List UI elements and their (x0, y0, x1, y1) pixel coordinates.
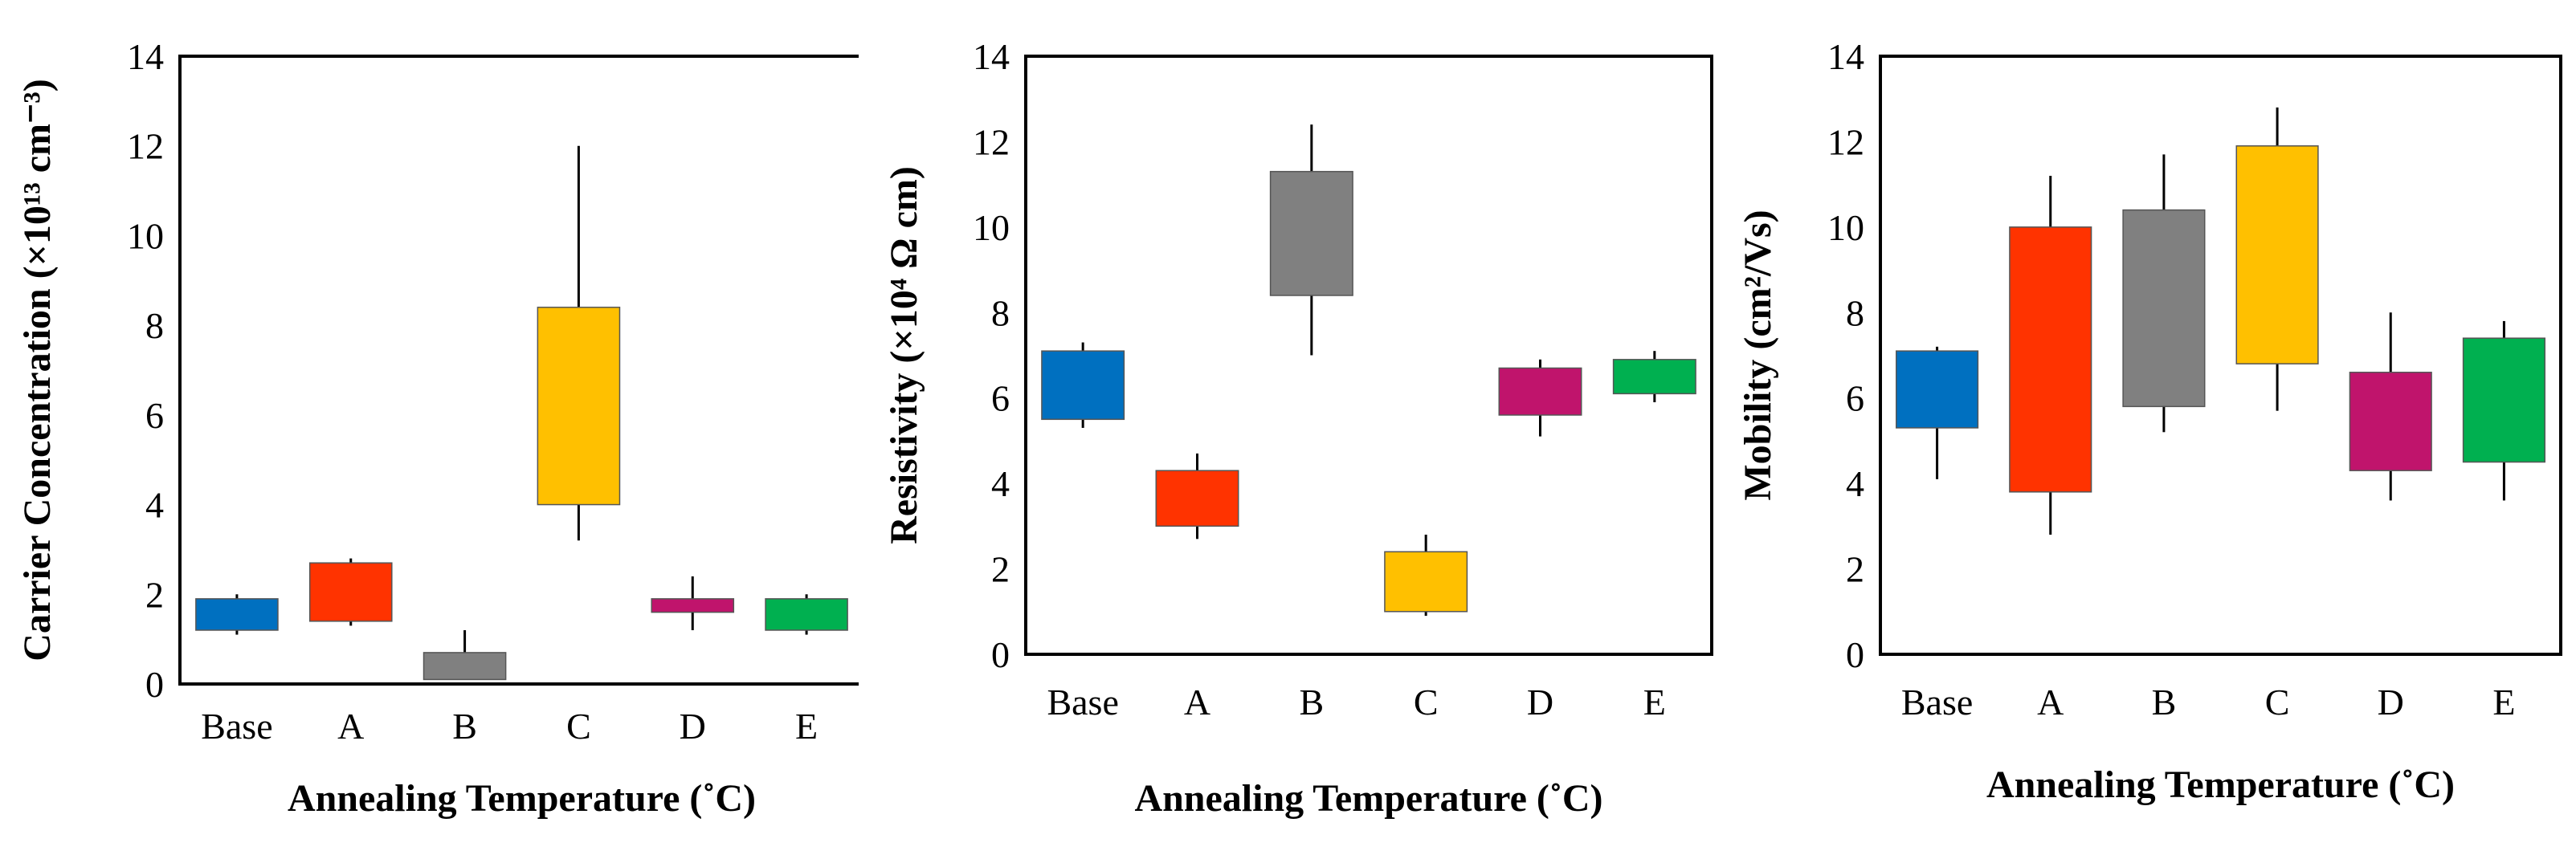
chart-2-x-tick-label: D (1527, 682, 1553, 723)
chart-3-box-rect (2009, 226, 2092, 493)
chart-1-y-tick-label: 2 (145, 574, 164, 615)
chart-1-y-tick-label: 14 (127, 36, 164, 77)
chart-1-box-b (423, 629, 507, 681)
chart-3-x-tick-label: D (2378, 682, 2404, 723)
chart-1-x-tick-label: E (795, 706, 818, 747)
chart-3-box-c (2235, 107, 2319, 411)
chart-1-box-rect (423, 652, 507, 681)
chart-3-box-rect (1896, 350, 1979, 429)
chart-2-x-tick-label: Base (1047, 682, 1118, 723)
chart-1-x-tick-label: Base (201, 706, 272, 747)
chart-3-box-rect (2235, 145, 2319, 364)
chart-1-x-tick-label: B (452, 706, 477, 747)
chart-3-x-tick-label: Base (1901, 682, 1973, 723)
chart-2-box-b (1269, 124, 1353, 356)
chart-1-box-c (537, 145, 621, 541)
chart-3-y-tick-label: 6 (1846, 378, 1864, 419)
chart-2-y-tick-label: 8 (991, 292, 1010, 333)
chart-3-box-rect (2122, 209, 2206, 408)
chart-1-y-tick-label: 10 (127, 215, 164, 256)
chart-2-x-tick-label: C (1414, 682, 1439, 723)
chart-2-y-tick-label: 4 (991, 463, 1010, 504)
chart-1-x-axis-title: Annealing Temperature (˚C) (288, 777, 756, 820)
chart-2-box-a (1155, 453, 1239, 539)
chart-3-box-b (2122, 154, 2206, 433)
chart-2-y-tick-label: 2 (991, 549, 1010, 590)
chart-2-y-tick-label: 0 (991, 634, 1010, 675)
chart-2-box-c (1384, 535, 1468, 617)
resistivity-chart: 0 2 4 6 8 10 12 14 Base A B C D E Annealing Temperatur… (883, 36, 1713, 820)
chart-3-x-tick-label: E (2492, 682, 2515, 723)
chart-3-box-a (2009, 176, 2092, 535)
carrier-concentration-chart: 0 2 4 6 8 10 12 14 Base A B C D E Annealing Temperatur… (16, 36, 859, 820)
chart-3-x-tick-label: B (2152, 682, 2177, 723)
chart-1-x-tick-label: D (680, 706, 706, 747)
chart-2-plot-frame (1024, 55, 1713, 656)
chart-2-y-tick-label: 10 (973, 207, 1010, 248)
chart-2-box-rect (1269, 170, 1353, 296)
chart-3-box-base (1896, 346, 1979, 479)
chart-3-x-tick-label: A (2037, 682, 2064, 723)
chart-1-plot-frame (178, 55, 859, 686)
chart-2-box-rect (1498, 367, 1582, 416)
chart-2-y-tick-label: 14 (973, 36, 1010, 77)
chart-2-box-rect (1384, 551, 1468, 613)
chart-1-y-axis-title: Carrier Concentration (×10¹³ cm⁻³) (16, 79, 59, 661)
chart-1-box-rect (195, 598, 279, 631)
chart-2-x-tick-label: B (1299, 682, 1324, 723)
chart-3-y-tick-label: 8 (1846, 292, 1864, 333)
chart-3-y-tick-label: 14 (1827, 36, 1864, 77)
chart-2-x-tick-label: E (1643, 682, 1666, 723)
chart-2-box-d (1498, 359, 1582, 437)
chart-1-y-tick-label: 12 (127, 126, 164, 167)
chart-2-x-axis-title: Annealing Temperature (˚C) (1134, 777, 1602, 820)
chart-3-plot-frame (1879, 55, 2562, 656)
chart-3-y-tick-label: 0 (1846, 634, 1864, 675)
chart-2-box-e (1612, 351, 1696, 403)
chart-2-box-base (1041, 342, 1125, 428)
chart-1-box-rect (765, 598, 848, 631)
chart-3-box-rect (2462, 337, 2545, 463)
chart-3-box-d (2349, 312, 2432, 501)
chart-1-box-d (651, 576, 735, 630)
chart-1-x-tick-label: C (566, 706, 591, 747)
chart-2-y-tick-label: 6 (991, 378, 1010, 419)
chart-1-y-tick-label: 6 (145, 395, 164, 436)
chart-1-y-tick-label: 4 (145, 485, 164, 526)
chart-1-y-tick-label: 8 (145, 305, 164, 346)
chart-1-box-e (765, 594, 848, 635)
chart-3-box-rect (2349, 372, 2432, 471)
chart-2-y-tick-label: 12 (973, 121, 1010, 162)
chart-3-y-tick-label: 4 (1846, 463, 1864, 504)
chart-1-x-tick-label: A (337, 706, 364, 747)
chart-3-y-axis-title: Mobility (cm²/Vs) (1737, 210, 1779, 500)
chart-2-x-tick-label: A (1184, 682, 1210, 723)
chart-3-x-tick-label: C (2265, 682, 2290, 723)
chart-1-box-rect (651, 598, 735, 613)
chart-1-y-tick-label: 0 (145, 664, 164, 705)
chart-3-x-axis-title: Annealing Temperature (˚C) (1986, 763, 2455, 806)
mobility-chart: 0 2 4 6 8 10 12 14 Base A B C D E Annealing Temperatur… (1737, 36, 2562, 806)
chart-1-box-a (308, 558, 393, 626)
chart-2-box-rect (1612, 359, 1696, 395)
chart-3-y-tick-label: 10 (1827, 207, 1864, 248)
chart-3-box-e (2462, 320, 2545, 501)
chart-3-y-tick-label: 2 (1846, 549, 1864, 590)
chart-1-box-rect (537, 307, 621, 506)
chart-2-box-rect (1155, 470, 1239, 527)
chart-2-y-axis-title: Resistivity (×10⁴ Ω cm) (883, 166, 925, 544)
chart-1-box-rect (308, 562, 393, 622)
chart-1-box-base (195, 594, 279, 635)
chart-2-box-rect (1041, 350, 1125, 421)
chart-3-y-tick-label: 12 (1827, 121, 1864, 162)
